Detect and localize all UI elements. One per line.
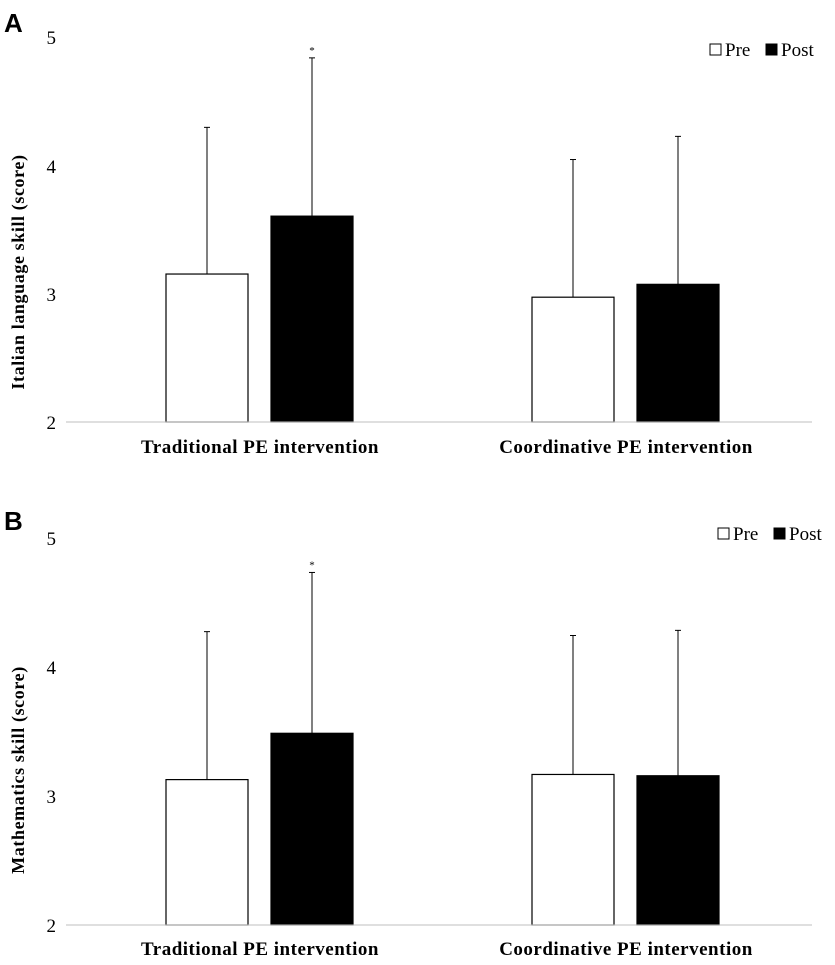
legend-a: Pre Post [709, 40, 814, 61]
bar-post-traditional [270, 732, 354, 926]
category-label-coordinative: Coordinative PE intervention [499, 939, 753, 960]
category-label-coordinative: Coordinative PE intervention [499, 437, 753, 458]
y-ticks-b: 2 3 4 5 [47, 529, 57, 937]
legend-label-pre: Pre [733, 524, 758, 545]
bar-post-coordinative [636, 775, 720, 926]
panel-letter-a: A [4, 8, 23, 38]
legend-swatch-post [773, 527, 786, 540]
y-tick-3: 3 [47, 787, 57, 808]
legend-b: Pre Post [717, 524, 822, 545]
panel-letter-b: B [4, 506, 23, 536]
legend-swatch-post [765, 43, 778, 56]
bar-pre-coordinative [531, 296, 615, 423]
bar-pre-coordinative [531, 773, 615, 926]
bar-pre-traditional [165, 779, 249, 926]
y-tick-2: 2 [47, 413, 57, 434]
y-axis-label-b: Mathematics skill (score) [8, 666, 29, 874]
significance-marker: * [309, 45, 315, 57]
y-ticks-a: 2 3 4 5 [47, 28, 57, 434]
panel-b: B Mathematics skill (score) 2 3 4 5 * Tr… [4, 506, 822, 960]
legend-swatch-pre [709, 43, 722, 56]
y-axis-label-a: Italian language skill (score) [8, 154, 29, 389]
category-label-traditional: Traditional PE intervention [141, 437, 379, 458]
panel-a: A Italian language skill (score) 2 3 4 5… [4, 8, 814, 458]
bar-post-traditional [270, 215, 354, 423]
legend-label-pre: Pre [725, 40, 750, 61]
y-tick-2: 2 [47, 916, 57, 937]
y-tick-4: 4 [47, 658, 57, 679]
legend-swatch-pre [717, 527, 730, 540]
significance-marker: * [309, 559, 315, 571]
y-tick-4: 4 [47, 157, 57, 178]
bar-post-coordinative [636, 283, 720, 423]
bar-pre-traditional [165, 273, 249, 423]
y-tick-5: 5 [47, 28, 57, 49]
y-tick-3: 3 [47, 285, 57, 306]
legend-label-post: Post [789, 524, 822, 545]
y-tick-5: 5 [47, 529, 57, 550]
legend-label-post: Post [781, 40, 814, 61]
category-label-traditional: Traditional PE intervention [141, 939, 379, 960]
